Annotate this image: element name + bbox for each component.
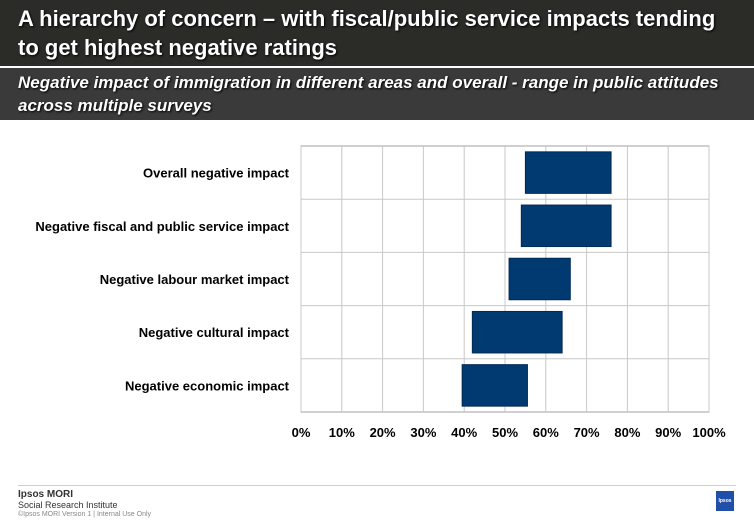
range-bar bbox=[520, 204, 612, 248]
category-label: Overall negative impact bbox=[143, 166, 290, 181]
x-tick-label: 90% bbox=[655, 425, 681, 440]
category-label: Negative economic impact bbox=[125, 378, 290, 393]
range-bar bbox=[508, 257, 571, 301]
x-tick-label: 60% bbox=[533, 425, 559, 440]
range-bar bbox=[471, 310, 563, 354]
range-bar-chart: 0% 10% 20% 30% 40% 50% 60% 70% 80% 90% 100% Overall… bbox=[35, 145, 726, 440]
category-label: Negative cultural impact bbox=[139, 325, 290, 340]
x-tick-label: 10% bbox=[329, 425, 355, 440]
range-bar bbox=[524, 151, 612, 194]
x-tick-label: 100% bbox=[692, 425, 726, 440]
chart-subtitle: Negative impact of immigration in differ… bbox=[18, 73, 719, 115]
footer-subtitle: Social Research Institute bbox=[18, 500, 118, 510]
footer-note: ©Ipsos MORI Version 1 | Internal Use Onl… bbox=[18, 511, 152, 518]
footer-brand: Ipsos MORI bbox=[18, 489, 74, 500]
x-tick-label: 70% bbox=[574, 425, 600, 440]
header: A hierarchy of concern – with fiscal/pub… bbox=[0, 0, 754, 66]
x-tick-label: 40% bbox=[451, 425, 477, 440]
page-title: A hierarchy of concern – with fiscal/pub… bbox=[18, 6, 716, 60]
x-tick-label: 20% bbox=[370, 425, 396, 440]
category-label: Negative labour market impact bbox=[100, 272, 290, 287]
x-tick-label: 30% bbox=[410, 425, 436, 440]
subheader: Negative impact of immigration in differ… bbox=[0, 66, 754, 120]
category-label: Negative fiscal and public service impac… bbox=[35, 219, 289, 234]
x-tick-label: 0% bbox=[292, 425, 311, 440]
ipsos-logo: Ipsos bbox=[716, 491, 734, 511]
range-bar bbox=[461, 364, 528, 407]
x-tick-label: 50% bbox=[492, 425, 518, 440]
footer-divider bbox=[18, 485, 736, 486]
x-tick-label: 80% bbox=[614, 425, 640, 440]
